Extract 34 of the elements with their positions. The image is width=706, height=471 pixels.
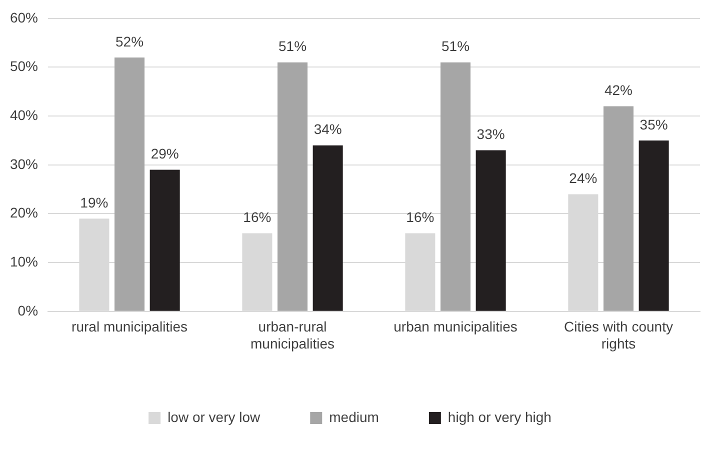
bar [476,150,506,311]
bar [150,170,180,311]
y-tick-label: 40% [10,106,38,123]
bar [638,140,669,311]
bar [278,62,308,311]
data-label: 35% [640,116,668,132]
y-tick-label: 50% [10,58,38,74]
x-tick-label: urban-rural municipalities [250,318,335,352]
y-tick-label: 10% [10,253,38,270]
y-tick-label: 20% [10,204,38,221]
x-tick-label: Cities with county rights [564,318,673,352]
data-label: 52% [116,33,144,50]
bar [312,145,343,311]
data-label: 51% [278,38,307,54]
data-label: 24% [569,170,598,186]
y-tick-label: 30% [10,156,38,172]
x-tick-label: urban municipalities [394,318,518,335]
data-label: 29% [150,146,179,162]
data-label: 34% [314,121,342,138]
legend-label: medium [329,408,379,425]
data-label: 51% [441,38,470,54]
data-label: 16% [243,209,272,226]
data-label: 16% [406,209,434,226]
data-label: 33% [476,126,505,142]
legend-label: high or very high [448,408,552,425]
bar [114,57,145,311]
bar [603,106,634,311]
bar [440,62,471,311]
data-label: 42% [604,82,633,98]
y-tick-label: 60% [10,9,38,26]
legend-label: low or very low [168,408,262,425]
x-tick-label: rural municipalities [72,318,188,335]
y-tick-label: 0% [18,302,38,318]
data-label: 19% [80,194,108,210]
